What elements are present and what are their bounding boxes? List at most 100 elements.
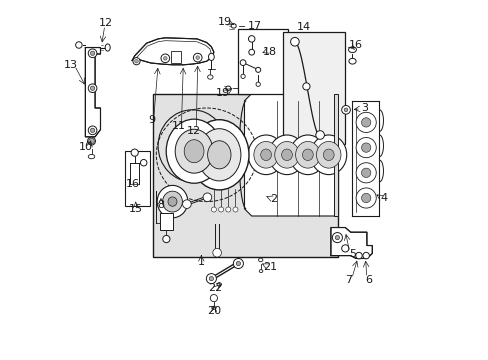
Text: 19: 19 — [217, 17, 231, 27]
Circle shape — [196, 56, 199, 59]
Text: 8: 8 — [157, 200, 164, 210]
Circle shape — [88, 84, 97, 93]
Ellipse shape — [289, 135, 325, 175]
Circle shape — [355, 163, 375, 183]
Text: 17: 17 — [248, 21, 262, 31]
Text: 20: 20 — [206, 306, 221, 316]
Circle shape — [362, 252, 368, 259]
Circle shape — [315, 131, 324, 139]
Text: 21: 21 — [263, 262, 277, 272]
Ellipse shape — [231, 24, 236, 28]
Circle shape — [211, 207, 216, 212]
Text: 19: 19 — [215, 87, 229, 98]
Circle shape — [182, 200, 191, 208]
Polygon shape — [85, 48, 101, 137]
Ellipse shape — [207, 141, 230, 169]
Ellipse shape — [256, 82, 260, 86]
Bar — [160, 213, 172, 230]
Ellipse shape — [258, 258, 263, 262]
Polygon shape — [244, 94, 337, 216]
Bar — [283, 32, 345, 144]
Text: 15: 15 — [128, 204, 142, 214]
Ellipse shape — [76, 42, 82, 48]
Circle shape — [90, 86, 95, 90]
Ellipse shape — [310, 135, 346, 175]
Ellipse shape — [166, 119, 222, 183]
Polygon shape — [330, 228, 371, 258]
Ellipse shape — [163, 191, 182, 212]
Ellipse shape — [247, 135, 284, 175]
Text: 16: 16 — [347, 40, 362, 50]
Ellipse shape — [323, 149, 333, 161]
Circle shape — [302, 83, 309, 90]
Circle shape — [236, 261, 240, 266]
Ellipse shape — [175, 129, 213, 173]
Circle shape — [290, 37, 299, 46]
Ellipse shape — [197, 129, 241, 181]
Ellipse shape — [259, 270, 263, 273]
Ellipse shape — [189, 120, 248, 190]
Circle shape — [210, 294, 217, 302]
Circle shape — [355, 188, 375, 208]
Ellipse shape — [295, 141, 320, 168]
Circle shape — [344, 108, 347, 112]
Ellipse shape — [225, 86, 230, 90]
Ellipse shape — [184, 140, 203, 163]
Circle shape — [163, 235, 170, 243]
Ellipse shape — [211, 306, 216, 309]
Circle shape — [209, 276, 213, 281]
Text: 5: 5 — [348, 249, 355, 259]
Circle shape — [355, 138, 375, 158]
Ellipse shape — [208, 53, 214, 60]
Text: 22: 22 — [207, 283, 222, 293]
Circle shape — [212, 248, 221, 257]
Text: 7: 7 — [344, 275, 351, 285]
Ellipse shape — [260, 149, 271, 161]
Polygon shape — [132, 38, 213, 65]
Ellipse shape — [348, 58, 355, 64]
Ellipse shape — [157, 185, 187, 218]
Circle shape — [140, 159, 146, 166]
Ellipse shape — [207, 75, 213, 79]
Text: 9: 9 — [148, 114, 155, 125]
Text: 11: 11 — [172, 121, 185, 131]
Ellipse shape — [281, 149, 292, 161]
Ellipse shape — [88, 154, 95, 159]
Circle shape — [361, 143, 370, 152]
Ellipse shape — [348, 47, 356, 53]
Text: 12: 12 — [186, 126, 201, 136]
Circle shape — [161, 54, 169, 63]
Circle shape — [203, 193, 211, 202]
Circle shape — [90, 51, 95, 55]
Text: 6: 6 — [365, 275, 371, 285]
Ellipse shape — [87, 137, 95, 145]
Circle shape — [332, 233, 342, 243]
Circle shape — [361, 168, 370, 177]
Ellipse shape — [253, 141, 278, 168]
Circle shape — [341, 105, 349, 114]
Circle shape — [225, 207, 230, 212]
Ellipse shape — [240, 60, 245, 66]
Text: 10: 10 — [79, 142, 93, 152]
Ellipse shape — [168, 197, 177, 206]
Text: 13: 13 — [64, 60, 78, 70]
Bar — [152, 94, 337, 257]
Text: 1: 1 — [197, 257, 204, 267]
Circle shape — [133, 58, 140, 65]
Ellipse shape — [302, 149, 313, 161]
Circle shape — [232, 207, 238, 212]
Text: 12: 12 — [99, 18, 113, 28]
Text: 16: 16 — [125, 179, 140, 189]
Bar — [238, 29, 287, 94]
Ellipse shape — [268, 135, 305, 175]
Circle shape — [206, 274, 216, 284]
Circle shape — [88, 138, 94, 144]
Circle shape — [90, 128, 95, 132]
Circle shape — [233, 258, 243, 269]
Bar — [170, 51, 181, 63]
Text: 4: 4 — [380, 193, 387, 203]
Text: 3: 3 — [361, 103, 368, 113]
Bar — [333, 94, 337, 216]
Circle shape — [361, 193, 370, 203]
Ellipse shape — [241, 74, 244, 78]
